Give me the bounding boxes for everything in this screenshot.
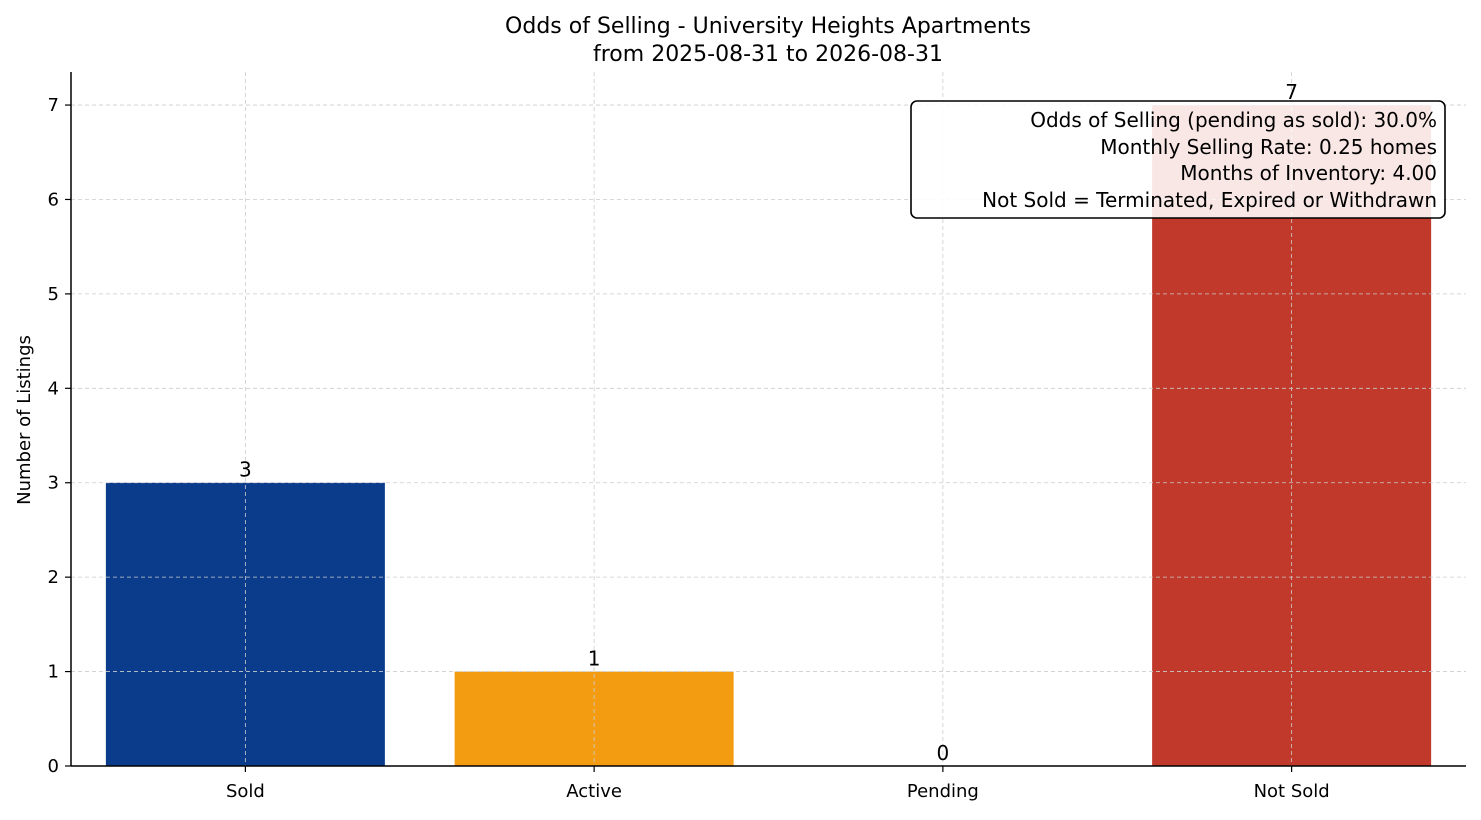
y-axis-label: Number of Listings [14,335,35,505]
annotation-selling-rate: Monthly Selling Rate: 0.25 homes [1100,135,1437,159]
labels-layer: 0 1 2 3 4 5 6 7 Sold 3 Active 1 Pending 0 Not Sold 7 [48,80,1330,802]
y-tick-label: 0 [48,756,59,777]
y-tick-label: 3 [48,473,59,494]
annotation-box: Odds of Selling (pending as sold): 30.0%… [910,100,1446,219]
annotation-frame [910,100,1446,219]
x-tick-label: Not Sold [1254,781,1330,802]
axes-layer [65,72,1466,772]
y-tick-label: 1 [48,662,59,683]
bar-value-label: 7 [1285,80,1298,104]
bar-value-label: 1 [588,647,601,671]
x-tick-label: Pending [907,781,979,802]
x-tick-label: Active [566,781,622,802]
annotation-odds: Odds of Selling (pending as sold): 30.0% [1030,108,1437,132]
chart-subtitle: from 2025-08-31 to 2026-08-31 [593,42,943,67]
bar-value-label: 3 [239,458,252,482]
y-tick-label: 2 [48,567,59,588]
y-tick-label: 4 [48,378,59,399]
y-tick-label: 6 [48,189,59,210]
annotation-not-sold-note: Not Sold = Terminated, Expired or Withdr… [982,188,1437,212]
annotation-inventory: Months of Inventory: 4.00 [1180,161,1437,185]
y-tick-label: 5 [48,284,59,305]
y-tick-label: 7 [48,95,59,116]
x-tick-label: Sold [226,781,265,802]
chart-title: Odds of Selling - University Heights Apa… [505,14,1031,39]
bar-value-label: 0 [937,741,950,765]
